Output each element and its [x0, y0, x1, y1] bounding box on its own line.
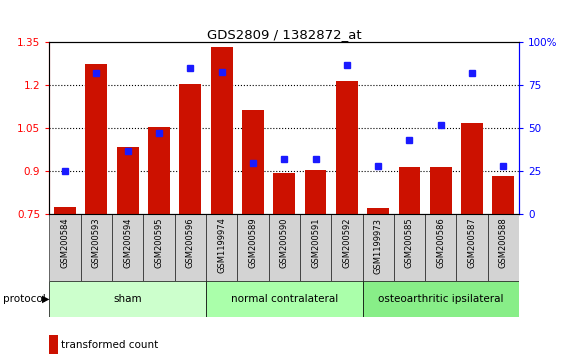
- Bar: [117, 147, 139, 214]
- Bar: [488, 214, 519, 281]
- Bar: [49, 214, 81, 281]
- Text: GSM200594: GSM200594: [123, 217, 132, 268]
- Bar: [425, 214, 456, 281]
- Text: ▶: ▶: [42, 294, 50, 304]
- Bar: [175, 214, 206, 281]
- Bar: [269, 214, 300, 281]
- Text: GSM200593: GSM200593: [92, 217, 101, 268]
- Bar: [49, 335, 58, 354]
- Bar: [242, 110, 264, 214]
- Bar: [206, 281, 362, 317]
- Text: protocol: protocol: [3, 294, 46, 304]
- Text: GSM200596: GSM200596: [186, 217, 195, 268]
- Bar: [331, 214, 362, 281]
- Text: GSM200586: GSM200586: [436, 217, 445, 268]
- Text: GSM1199973: GSM1199973: [374, 217, 383, 274]
- Bar: [148, 127, 170, 214]
- Bar: [461, 122, 483, 214]
- Text: osteoarthritic ipsilateral: osteoarthritic ipsilateral: [378, 294, 503, 304]
- Text: GSM200585: GSM200585: [405, 217, 414, 268]
- Bar: [237, 214, 269, 281]
- Text: sham: sham: [113, 294, 142, 304]
- Bar: [362, 281, 519, 317]
- Text: GSM1199974: GSM1199974: [217, 217, 226, 273]
- Text: GSM200588: GSM200588: [499, 217, 508, 268]
- Bar: [54, 207, 76, 214]
- Text: GSM200592: GSM200592: [342, 217, 351, 268]
- Text: GSM200587: GSM200587: [467, 217, 477, 268]
- Title: GDS2809 / 1382872_at: GDS2809 / 1382872_at: [207, 28, 361, 41]
- Bar: [112, 214, 143, 281]
- Bar: [362, 214, 394, 281]
- Bar: [398, 167, 420, 214]
- Bar: [206, 214, 237, 281]
- Text: GSM200589: GSM200589: [248, 217, 258, 268]
- Text: GSM200590: GSM200590: [280, 217, 289, 268]
- Bar: [85, 64, 107, 214]
- Bar: [456, 214, 488, 281]
- Bar: [300, 214, 331, 281]
- Bar: [367, 209, 389, 214]
- Bar: [430, 167, 452, 214]
- Text: GSM200591: GSM200591: [311, 217, 320, 268]
- Bar: [49, 281, 206, 317]
- Bar: [81, 214, 112, 281]
- Text: transformed count: transformed count: [61, 340, 158, 350]
- Bar: [273, 173, 295, 214]
- Bar: [304, 170, 327, 214]
- Bar: [492, 176, 514, 214]
- Bar: [211, 47, 233, 214]
- Text: GSM200584: GSM200584: [60, 217, 70, 268]
- Bar: [143, 214, 175, 281]
- Text: GSM200595: GSM200595: [154, 217, 164, 268]
- Bar: [336, 81, 358, 214]
- Bar: [179, 84, 201, 214]
- Text: normal contralateral: normal contralateral: [231, 294, 338, 304]
- Bar: [394, 214, 425, 281]
